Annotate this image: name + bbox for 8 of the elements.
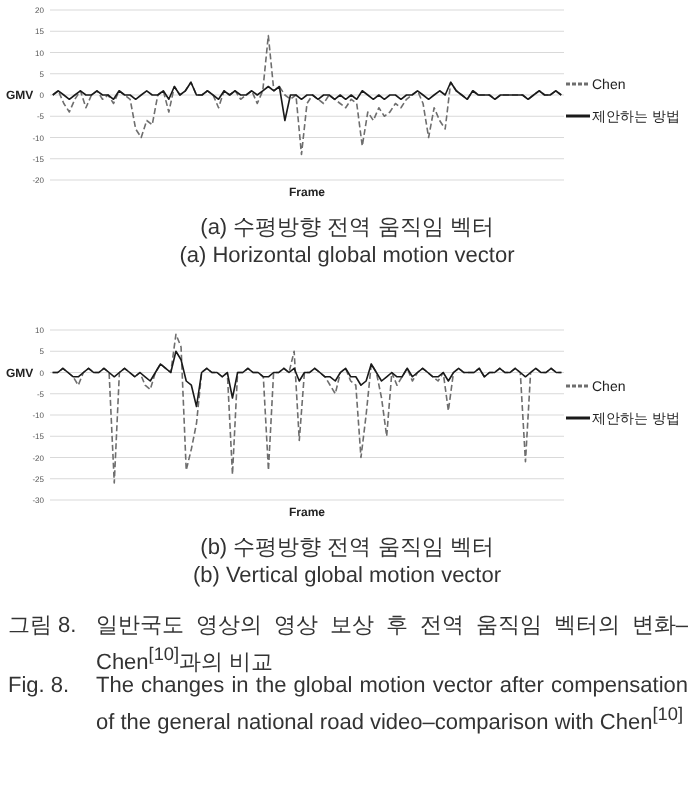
text: (a) Horizontal global motion vector (177, 244, 517, 268)
line-series (51, 350, 563, 408)
caption: 그림 8. 일반국도 영상의 영상 보상 후 전역 움직임 벡터의 변화–Chen$^{[10]}$과의 비교 (8, 612, 688, 676)
text: (a) 수평방향 전역 움직임 벡터 (198, 214, 496, 242)
text: (b) Vertical global motion vector (190, 564, 504, 588)
line-series (51, 81, 563, 122)
text: Fig. 8. The changes in the global motion vector after compensation of the general national road video–comparison with Chen$^{[10]}$ (8, 674, 688, 736)
text: (b) 수평방향 전역 움직임 벡터 (198, 534, 496, 562)
